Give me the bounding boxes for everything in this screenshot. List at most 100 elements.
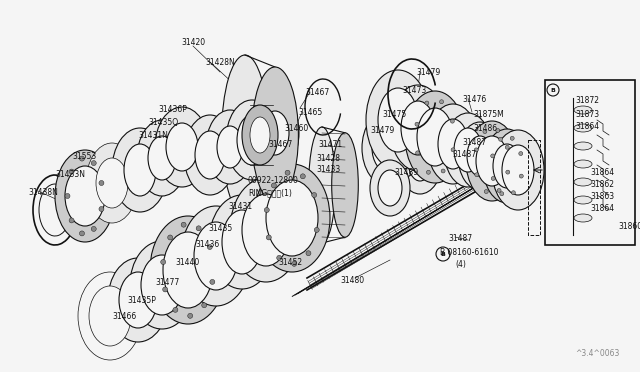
Text: 31487: 31487	[452, 150, 476, 159]
Circle shape	[202, 303, 207, 308]
Ellipse shape	[398, 128, 442, 194]
Text: 31452: 31452	[278, 258, 302, 267]
Ellipse shape	[242, 194, 290, 266]
Circle shape	[181, 222, 186, 227]
Ellipse shape	[444, 113, 492, 187]
Ellipse shape	[217, 126, 243, 168]
Circle shape	[484, 190, 488, 193]
Ellipse shape	[230, 178, 302, 282]
Text: 31489: 31489	[394, 168, 418, 177]
Ellipse shape	[266, 180, 318, 256]
Ellipse shape	[222, 210, 262, 274]
Ellipse shape	[417, 108, 453, 166]
Ellipse shape	[155, 107, 209, 187]
Text: 31435P: 31435P	[127, 296, 156, 305]
Text: 31438N: 31438N	[28, 188, 58, 197]
Ellipse shape	[362, 110, 414, 186]
Text: B: B	[440, 251, 445, 257]
Ellipse shape	[467, 136, 493, 176]
Ellipse shape	[65, 166, 105, 226]
Text: 31435Q: 31435Q	[148, 118, 178, 127]
Text: 31466: 31466	[112, 312, 136, 321]
Text: 31431: 31431	[228, 202, 252, 211]
Text: 31479: 31479	[370, 126, 394, 135]
Text: 31436: 31436	[195, 240, 220, 249]
Ellipse shape	[466, 121, 518, 201]
Ellipse shape	[181, 206, 251, 306]
Bar	[528, 140, 540, 235]
Ellipse shape	[137, 120, 187, 196]
Text: 31553: 31553	[72, 152, 96, 161]
Ellipse shape	[454, 128, 482, 172]
Circle shape	[92, 227, 96, 231]
Text: 31467: 31467	[305, 88, 329, 97]
Circle shape	[99, 206, 104, 212]
Ellipse shape	[242, 105, 278, 165]
Circle shape	[163, 287, 168, 292]
Text: B: B	[550, 87, 556, 93]
Circle shape	[207, 244, 212, 250]
Circle shape	[276, 255, 282, 260]
Ellipse shape	[166, 123, 198, 171]
Circle shape	[440, 100, 444, 104]
Ellipse shape	[502, 145, 534, 195]
Ellipse shape	[574, 106, 592, 114]
Ellipse shape	[427, 104, 479, 184]
Ellipse shape	[308, 127, 335, 243]
Text: 31471: 31471	[318, 140, 342, 149]
Text: 31473: 31473	[402, 86, 426, 95]
Circle shape	[497, 189, 501, 192]
Circle shape	[506, 170, 510, 174]
Circle shape	[475, 173, 479, 177]
Ellipse shape	[405, 91, 465, 183]
Ellipse shape	[492, 130, 544, 210]
Ellipse shape	[124, 144, 156, 196]
Circle shape	[519, 151, 523, 155]
Ellipse shape	[251, 95, 299, 171]
Circle shape	[415, 151, 420, 155]
Circle shape	[285, 170, 290, 175]
Circle shape	[264, 208, 269, 212]
Circle shape	[79, 231, 84, 236]
Ellipse shape	[237, 115, 267, 165]
Ellipse shape	[332, 133, 358, 237]
Text: 31465: 31465	[298, 108, 323, 117]
Text: 31864: 31864	[575, 122, 599, 131]
Ellipse shape	[148, 136, 176, 180]
Circle shape	[500, 192, 504, 196]
Text: 31875M: 31875M	[473, 110, 504, 119]
Circle shape	[519, 174, 524, 178]
Ellipse shape	[438, 119, 468, 169]
Text: 31435: 31435	[208, 224, 232, 233]
Text: 31467: 31467	[268, 140, 292, 149]
Ellipse shape	[458, 122, 502, 190]
Ellipse shape	[390, 85, 446, 171]
Circle shape	[441, 169, 445, 173]
Circle shape	[306, 251, 311, 256]
Ellipse shape	[195, 131, 225, 179]
Circle shape	[161, 260, 166, 264]
Circle shape	[173, 307, 178, 312]
Text: 31433: 31433	[316, 165, 340, 174]
Ellipse shape	[96, 158, 128, 208]
Circle shape	[69, 169, 74, 174]
Ellipse shape	[372, 124, 404, 172]
Circle shape	[69, 218, 74, 223]
Circle shape	[210, 279, 215, 285]
Text: RINGリング(1): RINGリング(1)	[248, 188, 292, 197]
Ellipse shape	[370, 160, 410, 216]
Ellipse shape	[391, 133, 419, 177]
Circle shape	[505, 145, 509, 149]
Ellipse shape	[574, 142, 592, 150]
Ellipse shape	[493, 144, 521, 188]
Text: 31487: 31487	[462, 138, 486, 147]
Text: 31433N: 31433N	[55, 170, 85, 179]
Ellipse shape	[574, 214, 592, 222]
Text: 31477: 31477	[155, 278, 179, 287]
Ellipse shape	[574, 160, 592, 168]
Text: 31428: 31428	[316, 154, 340, 163]
Circle shape	[266, 235, 271, 240]
Circle shape	[474, 148, 478, 152]
Text: 31873: 31873	[575, 110, 599, 119]
Ellipse shape	[209, 195, 275, 289]
